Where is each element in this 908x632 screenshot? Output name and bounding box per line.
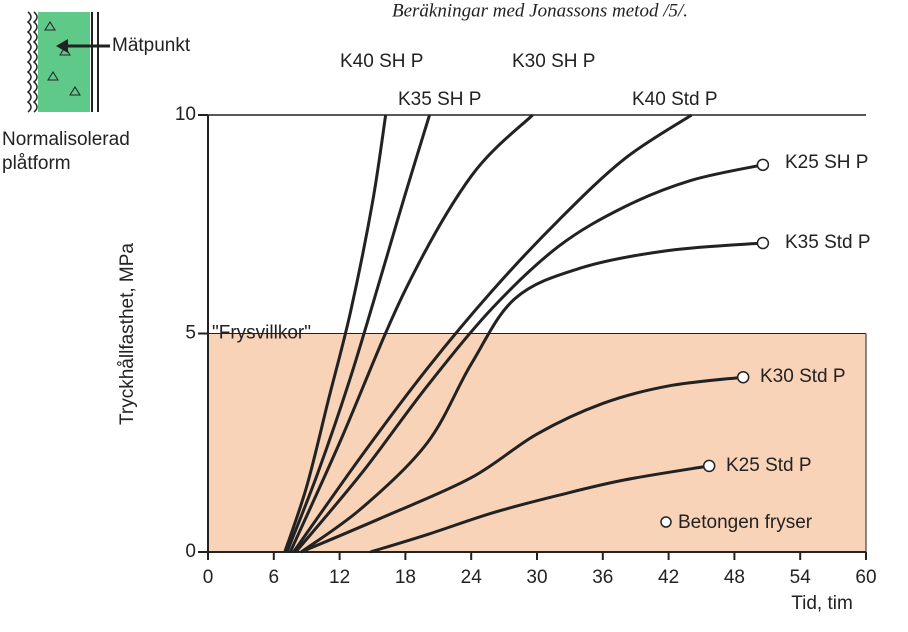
x-tick-label: 6 xyxy=(269,567,280,588)
formwork-icon xyxy=(26,11,110,113)
series-line xyxy=(300,241,764,554)
end-marker xyxy=(756,236,770,250)
series-label: K25 Std P xyxy=(726,455,812,476)
series-line xyxy=(285,114,431,553)
x-tick-label: 0 xyxy=(203,567,214,588)
series-line xyxy=(300,375,744,554)
x-tick-label: 48 xyxy=(724,567,745,588)
annotation: Mätpunkt xyxy=(112,35,191,56)
x-tick-label: 18 xyxy=(395,567,416,588)
series-line xyxy=(288,113,534,553)
x-tick-label: 24 xyxy=(461,567,483,588)
x-tick-label: 12 xyxy=(329,567,350,588)
series-label: K35 SH P xyxy=(398,89,481,110)
x-tick-label: 54 xyxy=(790,567,812,588)
x-tick-label: 60 xyxy=(855,567,876,588)
end-marker xyxy=(702,459,716,473)
end-marker xyxy=(736,370,750,384)
x-tick-label: 36 xyxy=(592,567,613,588)
end-marker xyxy=(756,158,770,172)
annotation: "Frysvillkor" xyxy=(212,323,311,344)
series-label: K25 SH P xyxy=(785,152,868,173)
series-line xyxy=(369,464,710,554)
series-line xyxy=(283,114,388,553)
legend-marker xyxy=(660,516,672,528)
x-tick-label: 30 xyxy=(526,567,547,588)
y-tick-label: 10 xyxy=(175,104,196,125)
series-label: K35 Std P xyxy=(785,232,871,253)
x-axis-label: Tid, tim xyxy=(791,593,853,614)
annotation: Normalisolerad plåtform xyxy=(2,129,130,174)
series-label: K40 Std P xyxy=(632,89,718,110)
series-label: K30 Std P xyxy=(760,366,846,387)
y-axis-label: Tryckhållfasthet, MPa xyxy=(117,243,138,425)
y-tick-label: 5 xyxy=(185,323,196,344)
y-tick-label: 0 xyxy=(185,541,196,562)
legend-label: Betongen fryser xyxy=(678,512,813,533)
chart-title: Beräkningar med Jonassons metod /5/. xyxy=(392,0,688,21)
series-label: K30 SH P xyxy=(512,51,595,72)
x-tick-label: 42 xyxy=(658,567,679,588)
series-line xyxy=(294,163,764,553)
annotation-box: Normalisolerad plåtform xyxy=(2,129,130,174)
series-label: K40 SH P xyxy=(340,51,423,72)
series-line xyxy=(292,113,693,553)
